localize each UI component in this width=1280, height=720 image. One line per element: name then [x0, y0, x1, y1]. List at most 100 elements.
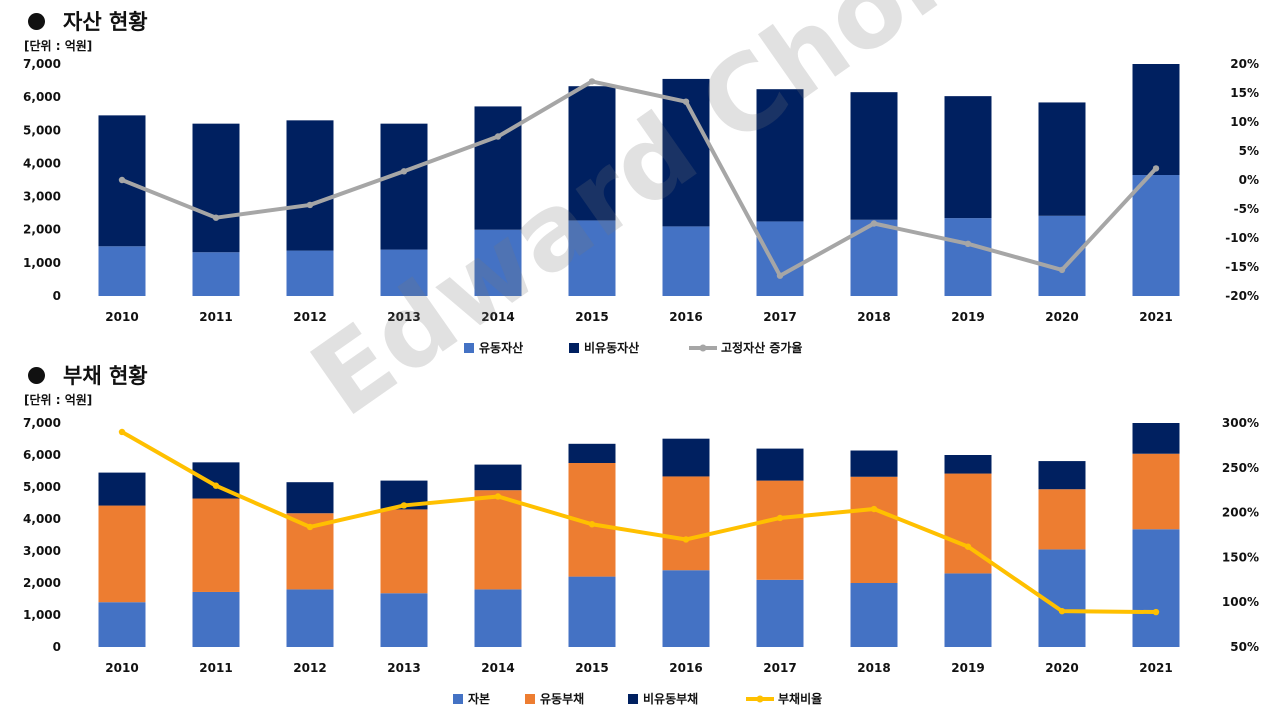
bar-유동부채-2013: [380, 509, 428, 594]
bar-유동부채-2020: [1038, 489, 1086, 550]
legend-label: 유동부채: [540, 691, 584, 706]
x-tick-label: 2015: [575, 661, 608, 675]
bar-비유동자산-2013: [380, 123, 428, 250]
line-point: [306, 201, 314, 209]
bar-비유동자산-2019: [944, 96, 992, 219]
bar-자본-2014: [474, 589, 522, 647]
y2-tick-label: 150%: [1222, 550, 1259, 564]
bullet-icon: [28, 366, 45, 384]
x-tick-label: 2010: [105, 310, 138, 324]
legend-swatch: [525, 694, 535, 704]
line-point: [400, 502, 408, 509]
y-tick-label: 1,000: [23, 256, 61, 270]
bar-비유동부채-2015: [568, 443, 616, 463]
y-tick-label: 4,000: [23, 512, 61, 526]
y-tick-label: 1,000: [23, 608, 61, 622]
x-tick-label: 2010: [105, 661, 138, 675]
line-point: [1058, 607, 1066, 615]
legend-label: 자본: [468, 691, 490, 706]
bar-비유동부채-2019: [944, 455, 992, 474]
legend-line-marker: [699, 344, 707, 352]
x-tick-label: 2016: [669, 310, 702, 324]
bar-자본-2011: [192, 591, 240, 647]
line-point: [306, 523, 314, 531]
x-tick-label: 2011: [199, 661, 232, 675]
y2-tick-label: -20%: [1225, 289, 1259, 303]
legend-line-marker: [756, 695, 764, 703]
legend-swatch: [464, 343, 474, 353]
bar-비유동자산-2012: [286, 120, 334, 251]
bar-비유동자산-2011: [192, 123, 240, 253]
asset-title-text: 자산 현황: [63, 10, 148, 34]
x-tick-label: 2015: [575, 310, 608, 324]
y-tick-label: 7,000: [23, 416, 61, 430]
bar-비유동자산-2017: [756, 89, 804, 222]
line-point: [1058, 266, 1066, 274]
bar-자본-2021: [1132, 529, 1180, 647]
y2-tick-label: 5%: [1239, 144, 1259, 158]
line-point: [870, 505, 878, 513]
line-고정자산 증가율: [120, 79, 1158, 278]
bar-비유동자산-2020: [1038, 102, 1086, 216]
line-point: [212, 482, 220, 489]
x-tick-label: 2014: [481, 661, 514, 675]
line-point: [964, 240, 972, 247]
asset-unit-label: [단위 : 억원]: [24, 39, 93, 53]
y2-tick-label: 10%: [1230, 115, 1259, 129]
y2-tick-label: 250%: [1222, 461, 1259, 475]
y-tick-label: 0: [53, 640, 61, 654]
line-부채비율: [120, 429, 1158, 615]
y2-tick-label: -10%: [1225, 231, 1259, 245]
y2-tick-label: -5%: [1234, 202, 1259, 216]
bar-비유동부채-2012: [286, 482, 334, 514]
bar-유동자산-2019: [944, 218, 992, 296]
x-tick-label: 2020: [1045, 661, 1078, 675]
bar-비유동부채-2016: [662, 438, 710, 477]
bar-유동부채-2016: [662, 476, 710, 571]
y2-tick-label: 20%: [1230, 57, 1259, 71]
x-tick-label: 2012: [293, 661, 326, 675]
x-tick-label: 2012: [293, 310, 326, 324]
bar-유동자산-2016: [662, 226, 710, 296]
line-point: [776, 514, 784, 522]
legend-swatch: [628, 694, 638, 704]
x-tick-label: 2019: [951, 661, 984, 675]
line-point: [682, 98, 690, 105]
y2-tick-label: 0%: [1239, 173, 1259, 187]
x-tick-label: 2018: [857, 310, 890, 324]
line-point: [118, 428, 126, 436]
bar-유동부채-2011: [192, 498, 240, 592]
y-tick-label: 2,000: [23, 576, 61, 590]
bar-비유동자산-2015: [568, 86, 616, 221]
bar-자본-2012: [286, 589, 334, 647]
liability-title-text: 부채 현황: [63, 364, 148, 388]
bar-자본-2018: [850, 583, 898, 647]
legend-label: 부채비율: [778, 691, 822, 706]
bar-자본-2015: [568, 576, 616, 647]
bar-자본-2019: [944, 573, 992, 647]
bar-비유동자산-2018: [850, 92, 898, 220]
line-point: [870, 220, 878, 227]
y-tick-label: 2,000: [23, 223, 61, 237]
bar-자본-2010: [98, 602, 146, 647]
asset-section-title: 자산 현황: [28, 6, 148, 36]
x-tick-label: 2019: [951, 310, 984, 324]
bar-비유동부채-2014: [474, 464, 522, 491]
x-tick-label: 2013: [387, 661, 420, 675]
bar-유동자산-2011: [192, 252, 240, 296]
liability-section-title: 부채 현황: [28, 360, 148, 390]
bar-비유동부채-2017: [756, 448, 804, 481]
line-point: [964, 543, 972, 550]
y2-tick-label: 50%: [1230, 640, 1259, 654]
bar-유동자산-2015: [568, 220, 616, 296]
line-point: [588, 521, 596, 528]
bar-비유동부채-2010: [98, 472, 146, 506]
x-tick-label: 2021: [1139, 310, 1172, 324]
bar-유동자산-2017: [756, 221, 804, 296]
y-tick-label: 3,000: [23, 190, 61, 204]
bar-유동자산-2013: [380, 249, 428, 296]
y-tick-label: 7,000: [23, 57, 61, 71]
bar-유동자산-2012: [286, 250, 334, 296]
bar-유동부채-2017: [756, 480, 804, 580]
